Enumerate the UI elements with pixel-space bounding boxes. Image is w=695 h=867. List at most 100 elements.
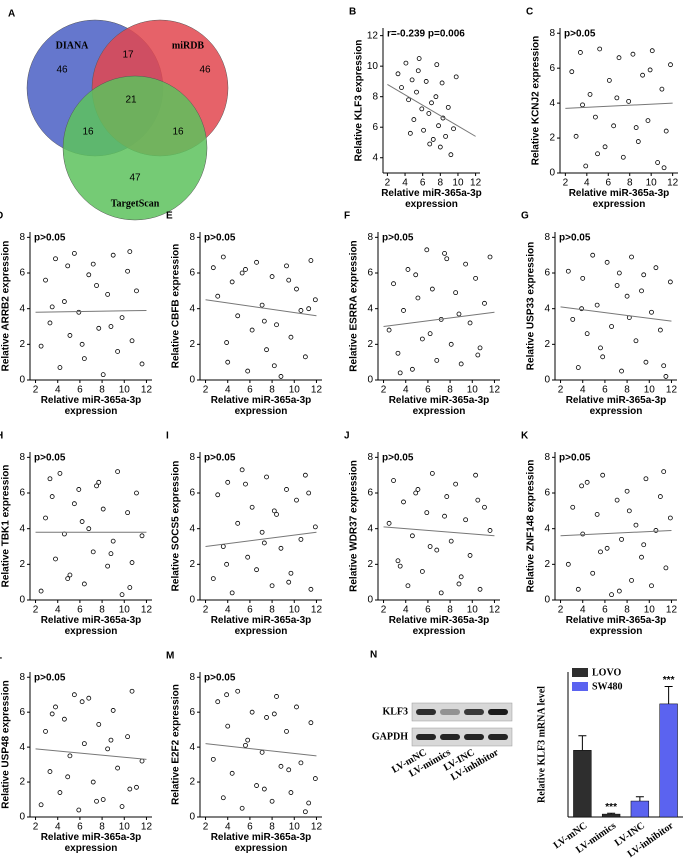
y-tick-label: 4 xyxy=(19,303,25,314)
x-label-box: Relative miR-365a-3p expression xyxy=(389,395,490,417)
data-point xyxy=(587,91,593,97)
region-count: 47 xyxy=(129,173,141,184)
data-point xyxy=(220,544,226,549)
data-point xyxy=(635,139,641,144)
data-point xyxy=(229,279,235,285)
data-point xyxy=(278,545,284,551)
data-point xyxy=(409,366,415,372)
data-point xyxy=(590,570,596,576)
data-point xyxy=(395,558,401,564)
data-point xyxy=(611,123,617,129)
data-point xyxy=(261,786,267,792)
data-point xyxy=(105,292,111,297)
x-tick-label: 2 xyxy=(33,822,39,833)
x-tick-label: 6 xyxy=(602,605,608,616)
data-point xyxy=(424,247,430,253)
data-point xyxy=(645,118,651,123)
data-point xyxy=(108,324,114,329)
data-point xyxy=(427,141,433,147)
y-tick-label: 8 xyxy=(549,28,555,39)
x-tick-label: 2 xyxy=(203,822,209,833)
data-point xyxy=(641,272,647,278)
data-point xyxy=(487,254,493,260)
x-label-box: Relative miR-365a-3p expression xyxy=(41,832,142,854)
data-point xyxy=(239,805,245,811)
data-point xyxy=(580,275,586,281)
data-point xyxy=(47,320,53,326)
x-tick-label: 10 xyxy=(289,385,301,396)
data-point xyxy=(444,494,450,499)
data-point xyxy=(312,297,318,303)
data-point xyxy=(453,290,459,296)
x-axis-label: Relative miR-365a-3p expression xyxy=(568,188,670,210)
y-axis-label: Relative SOCS5 expression xyxy=(171,461,182,592)
data-point xyxy=(580,102,585,108)
x-label-box: Relative miR-365a-3p expression xyxy=(211,395,312,417)
data-point xyxy=(399,85,404,90)
y-tick-label: 4 xyxy=(367,303,373,314)
data-point xyxy=(633,522,639,528)
y-tick-label: 2 xyxy=(189,559,195,570)
blot-strip xyxy=(411,702,513,722)
annotation: p>0.05 xyxy=(34,233,66,244)
region-count: 21 xyxy=(125,95,137,106)
data-point xyxy=(653,265,659,271)
data-point xyxy=(424,510,430,516)
x-label-box: Relative miR-365a-3p expression xyxy=(388,615,490,637)
data-point xyxy=(115,349,121,354)
x-tick-label: 4 xyxy=(403,385,409,396)
data-point xyxy=(139,361,145,367)
y-tick-label: 8 xyxy=(189,672,195,683)
data-point xyxy=(76,309,82,315)
panel-letter: B xyxy=(349,7,356,18)
data-point xyxy=(65,576,71,582)
data-point xyxy=(594,512,600,517)
data-point xyxy=(294,497,299,503)
data-point xyxy=(439,80,445,86)
data-point xyxy=(215,699,221,705)
data-point xyxy=(600,472,606,478)
x-tick-label: 2 xyxy=(381,385,387,396)
data-point xyxy=(453,481,459,487)
annotation: p>0.05 xyxy=(382,233,414,244)
y-tick-label: 0 xyxy=(189,595,195,606)
data-point xyxy=(243,481,248,487)
data-point xyxy=(401,499,406,505)
data-point xyxy=(76,807,82,813)
y-axis-label: Relative ARRB2 expression xyxy=(1,241,12,372)
data-point xyxy=(456,581,462,587)
data-point xyxy=(65,263,71,269)
x-tick-label: 4 xyxy=(402,178,408,189)
x-axis-label: Relative miR-365a-3p expression xyxy=(388,615,490,637)
data-point xyxy=(288,570,294,576)
y-tick-label: 6 xyxy=(544,268,550,279)
trend-line xyxy=(560,306,672,322)
x-label-box: Relative miR-365a-3p expression xyxy=(381,188,482,210)
data-point xyxy=(215,492,221,498)
data-point xyxy=(115,469,121,475)
data-point xyxy=(595,151,600,157)
data-point xyxy=(61,299,67,304)
data-point xyxy=(602,144,608,150)
data-point xyxy=(458,361,464,367)
data-point xyxy=(626,98,632,104)
x-tick-label: 6 xyxy=(247,385,253,396)
data-point xyxy=(594,302,600,308)
x-tick-label: 2 xyxy=(381,605,387,616)
y-axis-label: Relative WDR37 expression xyxy=(349,460,360,592)
x-tick-label: 2 xyxy=(563,178,569,189)
data-point xyxy=(49,304,55,310)
error-bar xyxy=(578,735,587,751)
data-point xyxy=(47,476,53,482)
data-point xyxy=(286,579,292,585)
data-point xyxy=(53,556,58,562)
data-point xyxy=(224,692,230,698)
legend-label: SW480 xyxy=(592,681,623,692)
data-point xyxy=(43,728,48,734)
data-point xyxy=(243,742,248,748)
data-point xyxy=(306,800,312,806)
y-tick-label: 2 xyxy=(549,133,555,144)
data-point xyxy=(308,258,314,263)
data-point xyxy=(284,263,289,269)
data-point xyxy=(284,728,289,734)
